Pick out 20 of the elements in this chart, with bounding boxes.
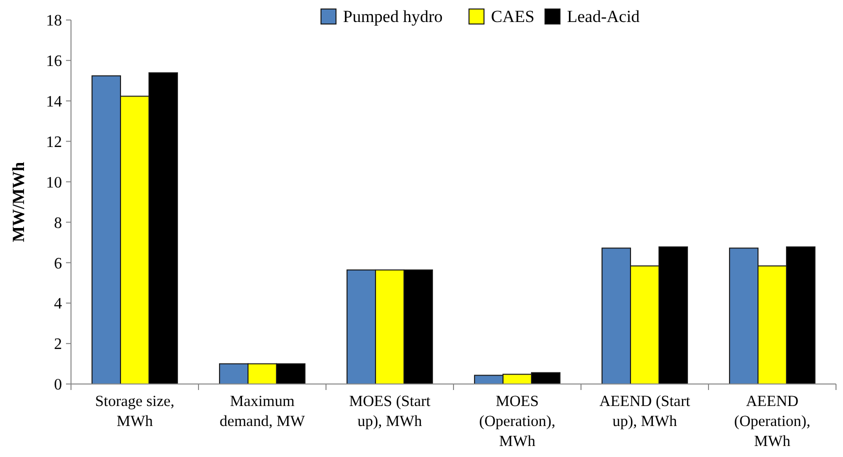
y-tick-label: 16 bbox=[46, 53, 62, 70]
y-tick-label: 14 bbox=[46, 93, 62, 110]
legend-label: CAES bbox=[491, 7, 534, 26]
y-tick-label: 8 bbox=[54, 214, 62, 232]
x-tick-label: Maximum demand, MW bbox=[220, 393, 306, 430]
x-tick-label: MOES (Operation), MWh bbox=[479, 393, 556, 450]
y-tick-label: 6 bbox=[54, 255, 62, 272]
y-axis-title: MW/MWh bbox=[9, 161, 28, 242]
y-tick-label: 0 bbox=[54, 376, 62, 394]
y-tick-label: 4 bbox=[54, 296, 62, 313]
y-tick-label: 2 bbox=[54, 336, 62, 354]
x-tick-label: MOES (Start up), MWh bbox=[349, 393, 432, 430]
y-tick-label: 12 bbox=[46, 134, 62, 151]
x-tick-label: Storage size, MWh bbox=[95, 393, 174, 430]
legend-label: Lead-Acid bbox=[567, 7, 640, 26]
x-tick-label: AEEND (Start up), MWh bbox=[599, 393, 691, 430]
y-tick-label: 10 bbox=[46, 174, 62, 192]
y-tick-label: 18 bbox=[46, 12, 62, 30]
x-tick-label: AEEND (Operation), MWh bbox=[734, 393, 810, 450]
legend-label: Pumped hydro bbox=[343, 7, 443, 26]
